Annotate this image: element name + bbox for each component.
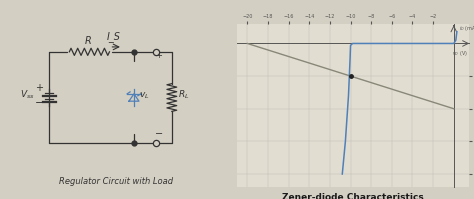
Text: $i_D$ (mA): $i_D$ (mA) bbox=[459, 24, 474, 33]
Text: I_S: I_S bbox=[107, 32, 121, 43]
Text: −: − bbox=[35, 99, 44, 108]
Text: R: R bbox=[85, 36, 91, 46]
Text: $v_D$ (V): $v_D$ (V) bbox=[452, 49, 468, 58]
Text: $R_L$: $R_L$ bbox=[178, 89, 190, 101]
Text: $v_L$: $v_L$ bbox=[139, 91, 149, 101]
Text: −: − bbox=[155, 130, 163, 139]
Text: +: + bbox=[35, 83, 43, 93]
Text: +: + bbox=[155, 51, 162, 60]
Text: $V_{ss}$: $V_{ss}$ bbox=[20, 89, 34, 101]
Text: Zener-diode Characteristics: Zener-diode Characteristics bbox=[282, 193, 424, 199]
Text: Regulator Circuit with Load: Regulator Circuit with Load bbox=[59, 177, 173, 186]
